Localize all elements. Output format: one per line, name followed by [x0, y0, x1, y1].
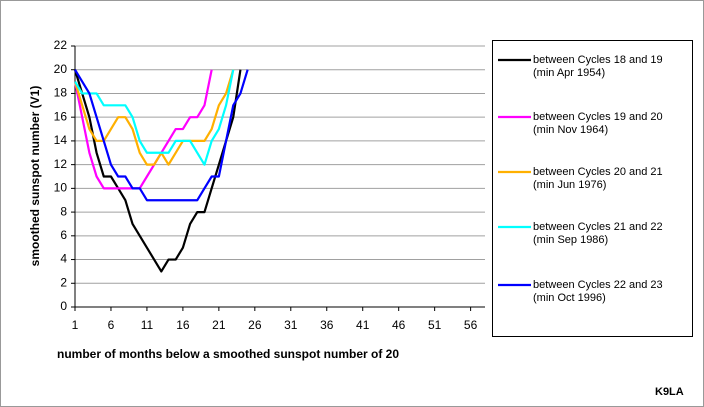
y-tick-label: 12: [54, 157, 68, 171]
x-tick-label: 11: [141, 318, 154, 332]
series-line: [74, 69, 235, 166]
x-tick-label: 26: [248, 318, 262, 332]
legend-note: (min Jun 1976): [533, 179, 606, 191]
x-tick-label: 31: [284, 318, 298, 332]
x-tick-label: 41: [356, 318, 370, 332]
x-tick-label: 36: [320, 318, 334, 332]
x-tick-label: 46: [392, 318, 406, 332]
x-tick-label: 16: [176, 318, 190, 332]
y-tick-label: 6: [60, 228, 67, 242]
legend-label: between Cycles 22 and 23: [533, 279, 663, 291]
y-tick-label: 8: [60, 204, 67, 218]
legend-label: between Cycles 20 and 21: [533, 166, 663, 178]
legend-label: between Cycles 21 and 22: [533, 221, 663, 233]
x-axis-label: number of months below a smoothed sunspo…: [57, 347, 399, 361]
legend-note: (min Sep 1986): [533, 234, 608, 246]
y-axis-label: smoothed sunspot number (V1): [28, 86, 42, 267]
y-tick-label: 22: [54, 38, 68, 52]
y-tick-label: 20: [54, 62, 68, 76]
x-tick-label: 6: [108, 318, 115, 332]
legend-label: between Cycles 18 and 19: [533, 54, 663, 66]
y-tick-label: 10: [54, 181, 68, 195]
y-tick-label: 0: [60, 299, 67, 313]
y-tick-label: 18: [54, 86, 68, 100]
legend-label: between Cycles 19 and 20: [533, 111, 663, 123]
legend-note: (min Oct 1996): [533, 292, 606, 304]
series-line: [73, 69, 235, 166]
x-tick-label: 51: [428, 318, 442, 332]
y-tick-label: 2: [60, 275, 67, 289]
series-line: [73, 69, 242, 273]
y-tick-label: 4: [60, 252, 67, 266]
x-tick-label: 21: [212, 318, 226, 332]
x-tick-label: 1: [72, 318, 79, 332]
y-tick-label: 16: [54, 109, 68, 123]
y-tick-label: 14: [54, 133, 68, 147]
series-line: [73, 69, 213, 190]
annotation: K9LA: [655, 386, 684, 398]
legend-box: [492, 40, 693, 337]
series-line: [74, 69, 249, 202]
legend-note: (min Nov 1964): [533, 124, 608, 136]
legend-note: (min Apr 1954): [533, 67, 605, 79]
x-tick-label: 56: [464, 318, 478, 332]
